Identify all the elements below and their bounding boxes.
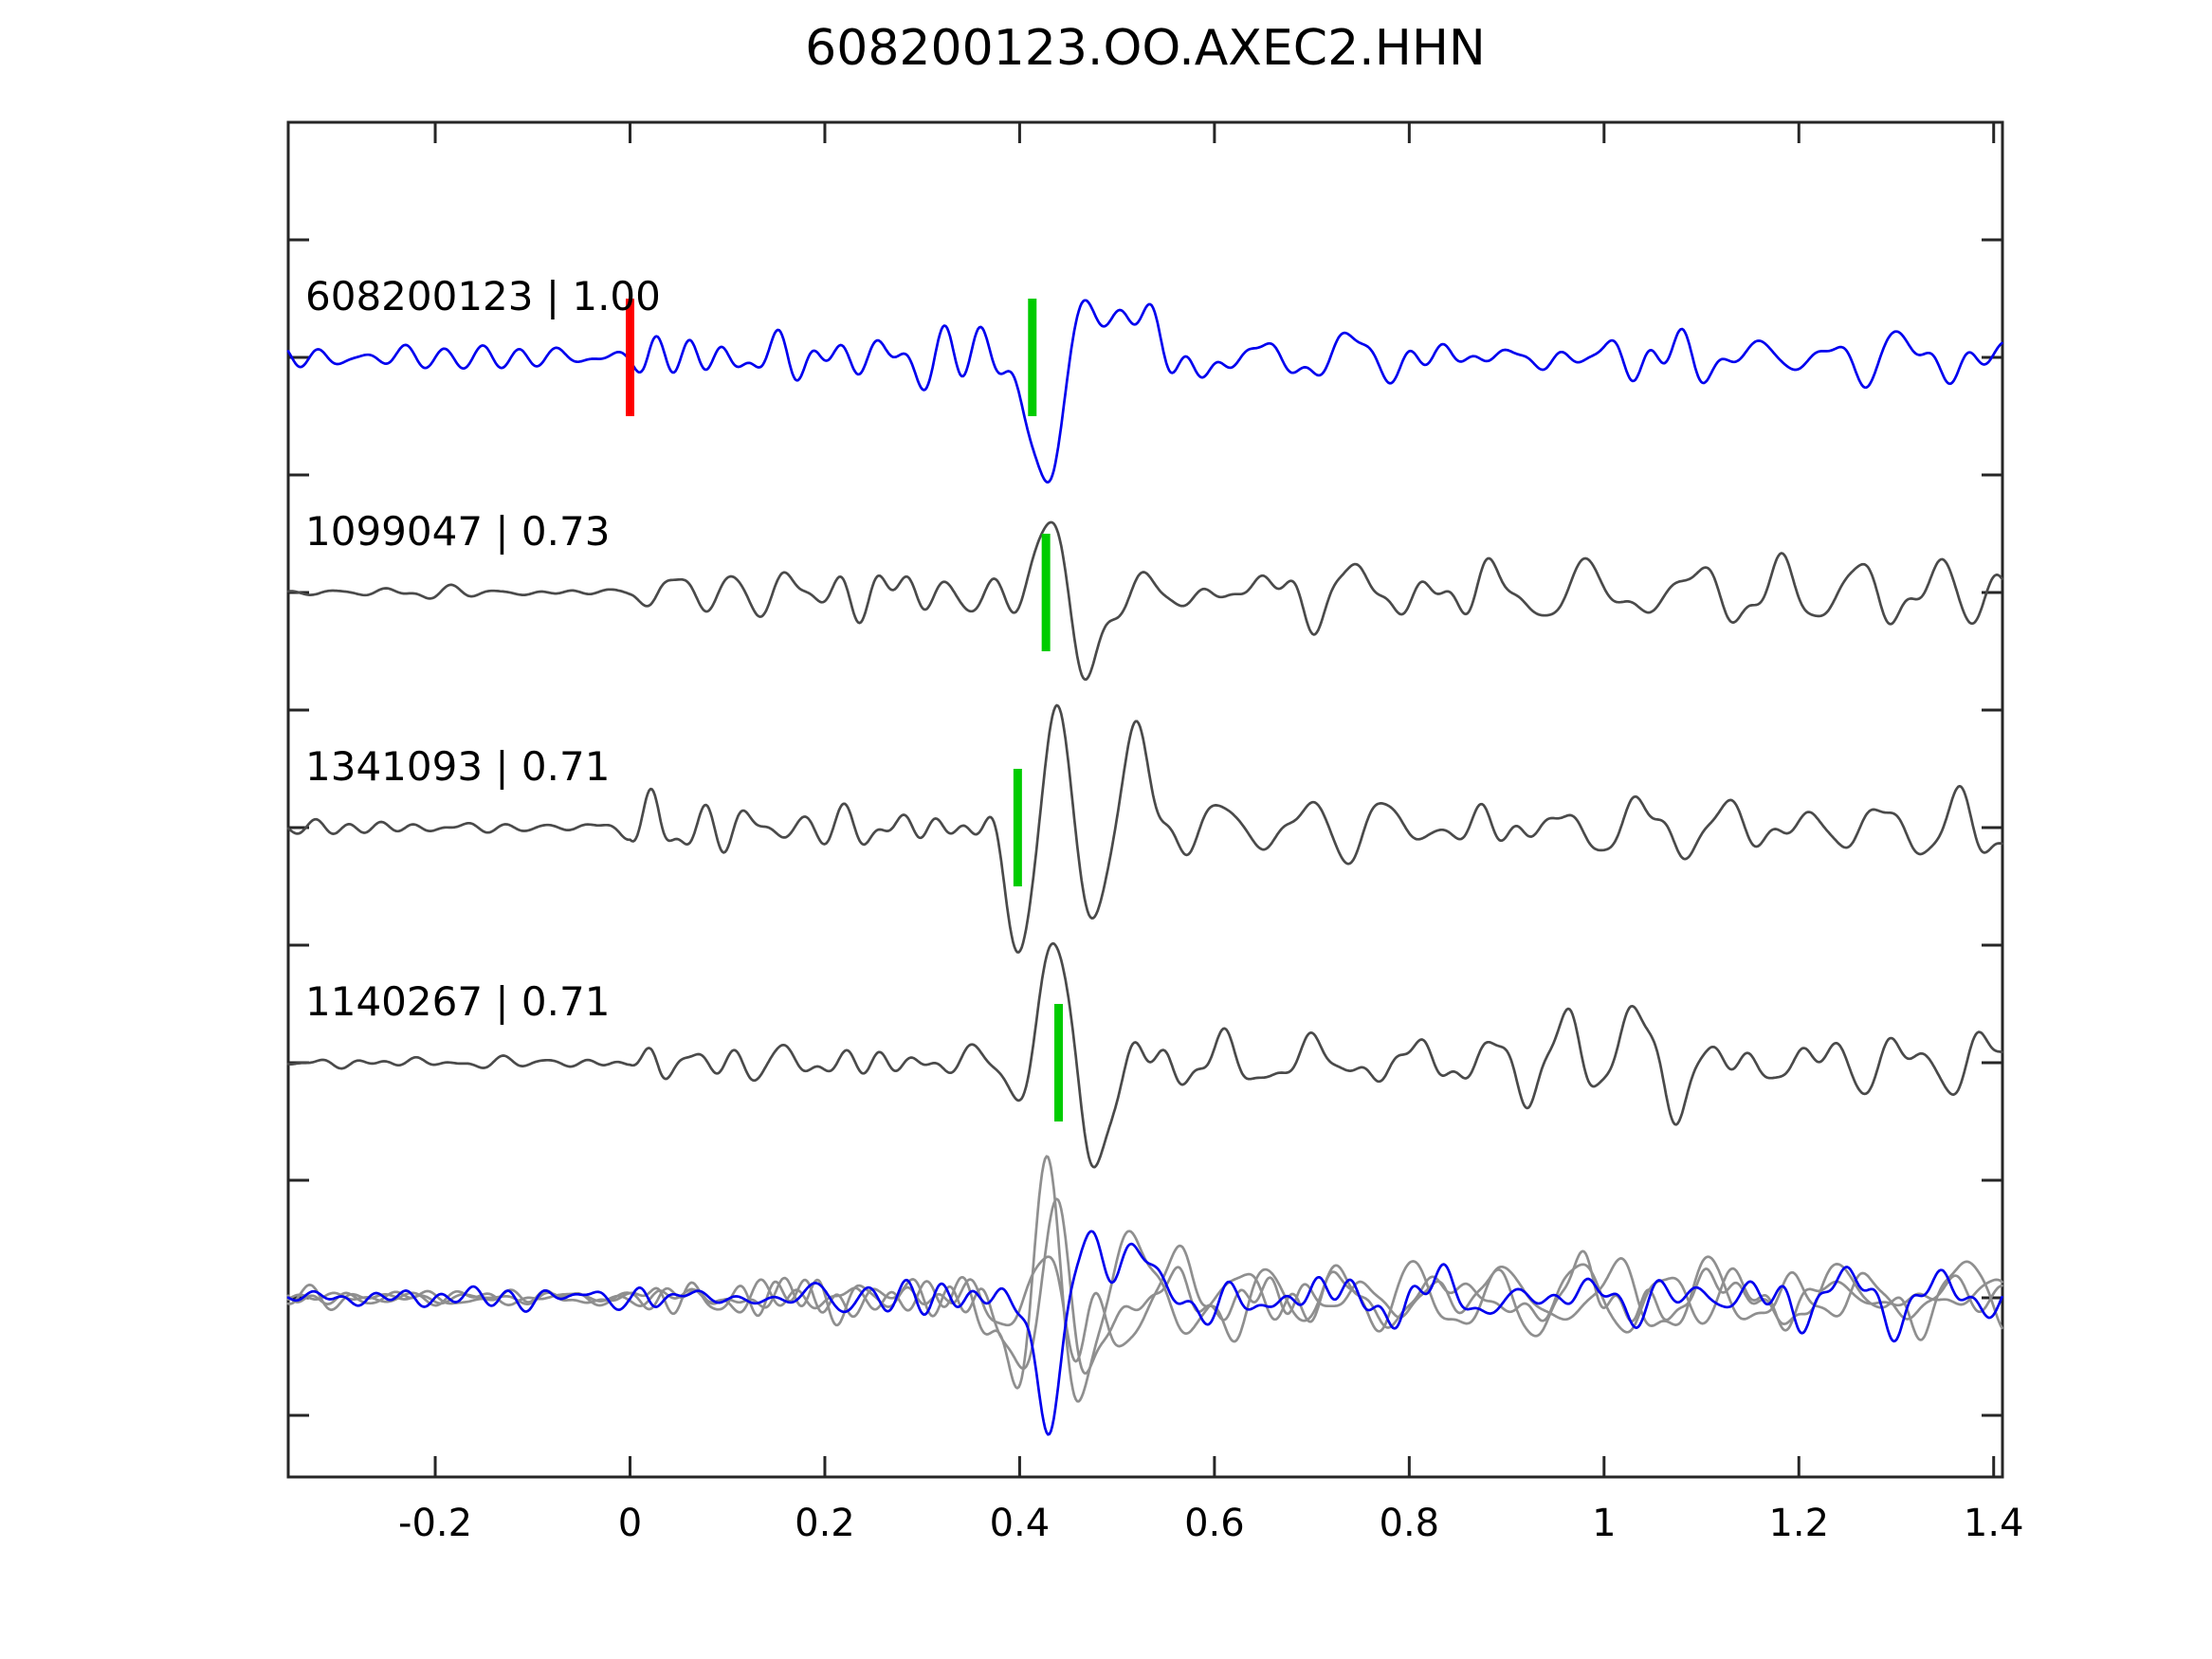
figure-title: 608200123.OO.AXEC2.HHN (805, 20, 1486, 77)
x-tick-label: 0 (618, 1502, 642, 1545)
trace-label: 608200123 | 1.00 (305, 273, 661, 319)
trace-waveform (286, 703, 2003, 954)
x-tick-label: 0.8 (1380, 1502, 1440, 1545)
match-pick-marker (1028, 299, 1037, 416)
axes-frame (286, 120, 2004, 1479)
waveform-traces (286, 299, 2003, 1436)
x-tick-label: 1.2 (1768, 1502, 1829, 1545)
trace-waveform (286, 942, 2003, 1169)
trace-waveform (286, 520, 2003, 682)
match-pick-marker (1013, 769, 1022, 886)
x-tick-label: 1.4 (1964, 1502, 2024, 1545)
trace-waveform (286, 1230, 2003, 1436)
x-tick-label: 0.2 (795, 1502, 855, 1545)
x-tick-label: -0.2 (398, 1502, 472, 1545)
trace-label: 1341093 | 0.71 (305, 743, 610, 790)
x-tick-label: 0.4 (990, 1502, 1051, 1545)
x-tick-label: 0.6 (1184, 1502, 1245, 1545)
trace-waveform (286, 299, 2003, 484)
trace-waveform (286, 1197, 2003, 1375)
x-tick-label: 1 (1592, 1502, 1616, 1545)
reference-pick-marker (626, 299, 634, 416)
axes-box: -0.2 0 0.2 0.4 0.6 0.8 1 1.2 1.4 (286, 120, 2024, 1545)
trace-label: 1140267 | 0.71 (305, 978, 610, 1025)
trace-labels: 608200123 | 1.00 1099047 | 0.73 1341093 | … (305, 273, 661, 1025)
trace-label: 1099047 | 0.73 (305, 508, 610, 555)
match-pick-marker (1054, 1004, 1064, 1121)
pick-markers (626, 299, 1064, 1121)
match-pick-marker (1041, 534, 1051, 651)
